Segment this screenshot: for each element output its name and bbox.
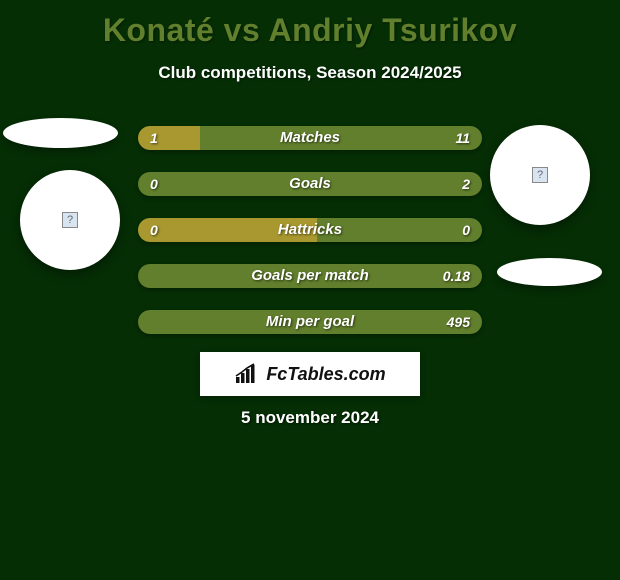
placeholder-image-icon: ? bbox=[62, 212, 78, 228]
player-right-avatar: ? bbox=[490, 125, 590, 225]
stat-row: Matches111 bbox=[138, 126, 482, 150]
stat-value-left: 0 bbox=[150, 218, 158, 242]
stat-label: Matches bbox=[138, 126, 482, 150]
badge-text: FcTables.com bbox=[266, 364, 385, 385]
stat-value-right: 0 bbox=[462, 218, 470, 242]
stat-value-right: 11 bbox=[455, 126, 470, 150]
stat-label: Goals bbox=[138, 172, 482, 196]
stats-container: Matches111Goals02Hattricks00Goals per ma… bbox=[138, 126, 482, 356]
player-left-shadow-ellipse bbox=[3, 118, 118, 148]
stat-value-right: 495 bbox=[447, 310, 470, 334]
stat-label: Min per goal bbox=[138, 310, 482, 334]
placeholder-image-icon: ? bbox=[532, 167, 548, 183]
stat-row: Goals per match0.18 bbox=[138, 264, 482, 288]
stat-value-left: 1 bbox=[150, 126, 158, 150]
fctables-badge: FcTables.com bbox=[200, 352, 420, 396]
player-right-shadow-ellipse bbox=[497, 258, 602, 286]
stat-label: Hattricks bbox=[138, 218, 482, 242]
stat-value-left: 0 bbox=[150, 172, 158, 196]
stat-label: Goals per match bbox=[138, 264, 482, 288]
subtitle: Club competitions, Season 2024/2025 bbox=[0, 63, 620, 83]
bar-chart-icon bbox=[234, 363, 260, 385]
stat-value-right: 0.18 bbox=[443, 264, 470, 288]
date-text: 5 november 2024 bbox=[0, 408, 620, 428]
stat-row: Hattricks0 0 bbox=[138, 218, 482, 242]
page-title: Konaté vs Andriy Tsurikov bbox=[0, 0, 620, 49]
player-left-avatar: ? bbox=[20, 170, 120, 270]
stat-row: Min per goal495 bbox=[138, 310, 482, 334]
stat-value-right: 2 bbox=[462, 172, 470, 196]
stat-row: Goals0 2 bbox=[138, 172, 482, 196]
